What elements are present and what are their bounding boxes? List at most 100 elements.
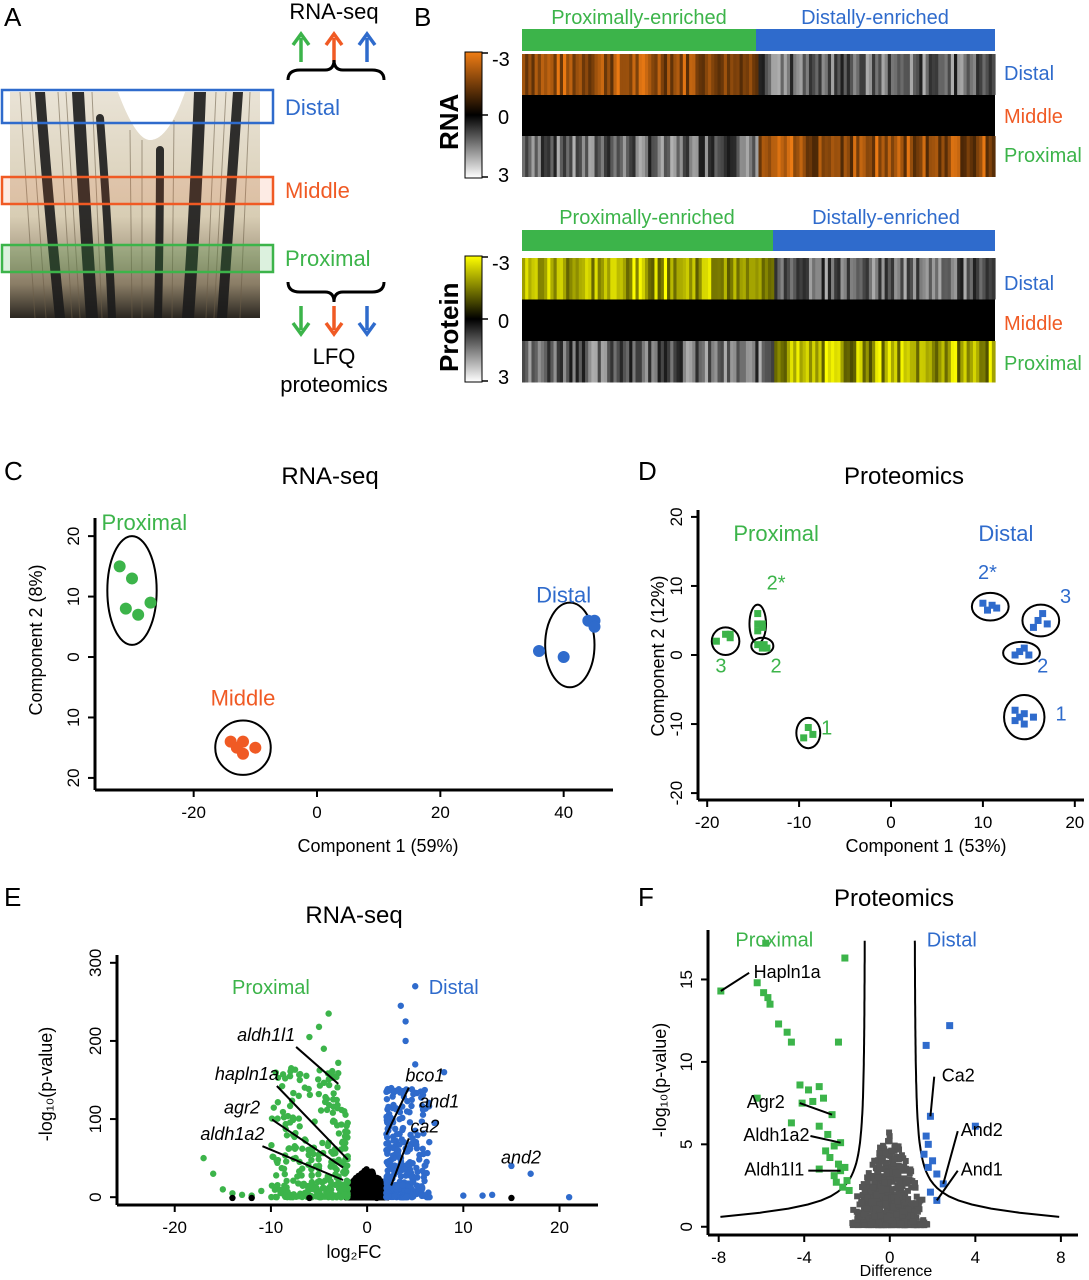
data-point	[1011, 717, 1019, 725]
heat-cell	[632, 136, 637, 177]
nonsig-point	[893, 1211, 900, 1218]
data-point	[758, 620, 766, 628]
heat-cell	[562, 136, 567, 177]
heat-cell	[547, 136, 551, 177]
heat-cell	[834, 136, 838, 177]
proximal-point	[280, 1165, 288, 1173]
proximal-point	[296, 1123, 303, 1130]
heat-cell	[767, 341, 772, 383]
distal-point	[409, 1135, 416, 1142]
heat-cell	[906, 258, 911, 300]
heat-cell	[723, 136, 728, 177]
heat-cell	[667, 341, 671, 383]
nonsig-point	[896, 1146, 903, 1153]
heat-cell	[796, 54, 801, 95]
heat-cell	[906, 136, 911, 177]
heat-cell	[575, 54, 580, 95]
nonsig-point	[872, 1205, 879, 1212]
heat-cell	[944, 136, 949, 177]
heat-cell	[632, 341, 637, 383]
nonsig-point	[870, 1184, 877, 1191]
heat-cell	[786, 136, 791, 177]
data-point	[712, 637, 720, 645]
heat-cell	[742, 54, 747, 95]
heat-cell	[771, 258, 775, 300]
nonsig-point	[368, 1193, 376, 1201]
proximal-point	[309, 1185, 316, 1193]
nonsig-point	[898, 1164, 905, 1171]
heat-cell	[547, 258, 551, 300]
heat-cell	[670, 136, 674, 177]
heat-cell	[676, 341, 681, 383]
heat-cell	[695, 341, 700, 383]
distal-point	[440, 1068, 448, 1076]
heat-cell	[894, 54, 898, 95]
proximal-point	[845, 1186, 853, 1194]
nonsig-point	[359, 1177, 367, 1184]
heat-cell	[553, 54, 558, 95]
nonsig-point	[898, 1152, 905, 1159]
heat-cell	[812, 54, 816, 95]
heat-cell	[777, 258, 782, 300]
heat-cell	[922, 54, 927, 95]
nonsig-point	[908, 1212, 915, 1219]
heat-cell	[821, 136, 826, 177]
protein-label: And2	[961, 1120, 1003, 1140]
distal-point	[383, 1140, 390, 1147]
x-tick-label: 8	[1056, 1248, 1065, 1267]
nonsig-point	[916, 1198, 923, 1205]
distal-point	[414, 1168, 421, 1176]
heat-cell	[622, 258, 627, 300]
heat-cell	[708, 258, 712, 300]
distal-point	[384, 1149, 391, 1157]
heat-cell	[566, 341, 570, 383]
nonsig-point	[924, 1221, 931, 1228]
heat-cell	[644, 341, 649, 383]
heat-cell	[749, 136, 753, 177]
heat-cell	[856, 136, 860, 177]
heat-cell	[944, 258, 949, 300]
heat-cell	[717, 136, 722, 177]
heat-cell	[903, 341, 908, 383]
heat-cell	[654, 258, 659, 300]
nonsig-point	[900, 1203, 907, 1210]
heat-cell	[736, 136, 741, 177]
heat-cell	[919, 341, 924, 383]
heat-cell	[648, 258, 652, 300]
proximal-point	[295, 1115, 303, 1122]
heat-cell	[957, 54, 961, 95]
nonsig-point	[907, 1203, 914, 1210]
heat-cell	[812, 258, 816, 300]
nonsig-point	[904, 1187, 911, 1194]
heat-cell	[853, 258, 857, 300]
heat-cell	[979, 258, 983, 300]
heat-cell	[783, 341, 788, 383]
heat-cell	[594, 341, 599, 383]
heat-cell	[938, 341, 942, 383]
heat-cell	[947, 341, 952, 383]
heat-cell	[935, 136, 939, 177]
heat-cell	[679, 341, 684, 383]
distal-point	[402, 1193, 410, 1201]
heat-cell	[916, 136, 920, 177]
proximal-point	[760, 989, 768, 997]
heat-cell	[534, 136, 539, 177]
x-tick-label: 20	[431, 803, 450, 822]
heat-cell	[692, 54, 697, 95]
nonsig-point	[890, 1194, 897, 1201]
annotation-line	[799, 1102, 833, 1116]
heat-cell	[878, 136, 883, 177]
heat-cell	[644, 136, 649, 177]
nonsig-point	[891, 1142, 898, 1149]
heat-cell	[859, 136, 864, 177]
data-point	[1016, 648, 1024, 656]
heat-cell	[616, 54, 621, 95]
protein-label: And1	[961, 1160, 1003, 1180]
nonsig-point	[901, 1216, 908, 1223]
distal-point	[413, 1141, 420, 1149]
proximal-point	[834, 1038, 842, 1046]
distal-point	[414, 1131, 421, 1139]
proximal-point	[280, 1114, 288, 1121]
rna-row-middle: Middle	[1004, 106, 1063, 128]
x-tick-label: 0	[312, 803, 321, 822]
